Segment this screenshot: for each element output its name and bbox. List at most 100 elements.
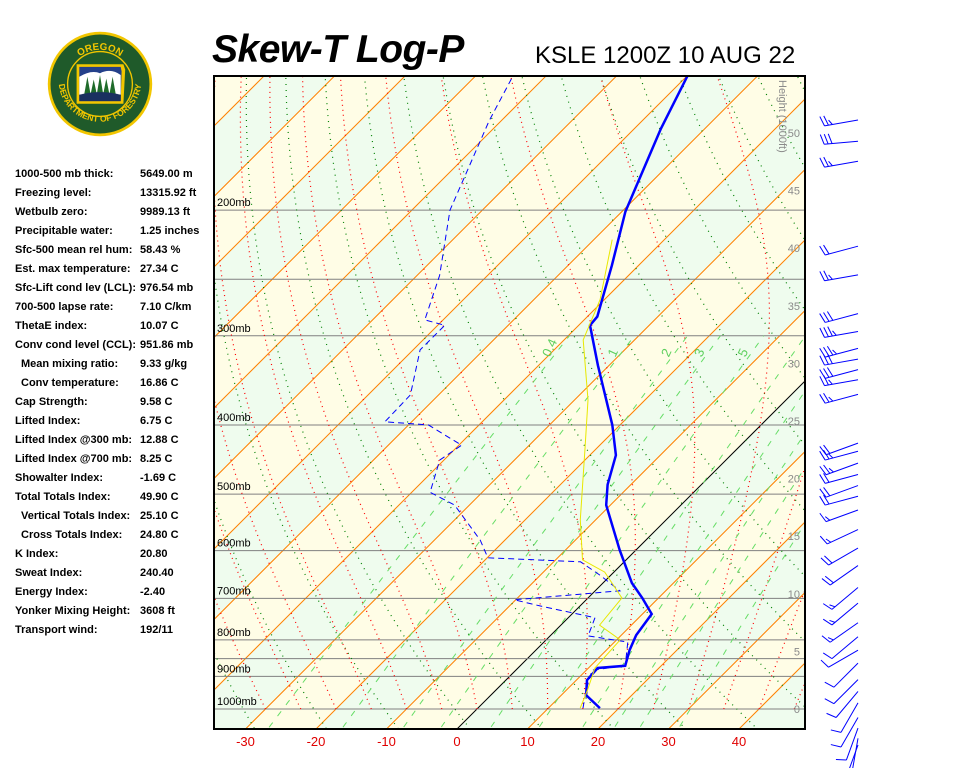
wind-barb-feather <box>823 115 829 126</box>
stat-value: 27.34 C <box>140 263 179 275</box>
oregon-department-of-forestry-logo: OREGON DEPARTMENT OF FORESTRY <box>47 31 153 137</box>
height-tick-label: 50 <box>788 128 800 140</box>
wind-barb-shaft <box>829 622 859 643</box>
wind-barb <box>819 354 859 366</box>
stat-label: Lifted Index @700 mb: <box>15 453 133 465</box>
height-tick-label: 25 <box>788 416 800 428</box>
wind-barb-feather <box>823 473 830 483</box>
stat-label: Sfc-Lift cond lev (LCL): <box>15 282 136 294</box>
wind-barb-shaft <box>824 379 859 387</box>
wind-barb <box>835 727 859 761</box>
pressure-label: 700mb <box>217 585 251 597</box>
stat-row: 700-500 lapse rate: 7.10 C/km <box>15 301 215 320</box>
wind-barb-feather <box>819 394 826 404</box>
temperature-tick-label: 30 <box>661 734 675 749</box>
wind-barb-shaft <box>833 679 859 705</box>
temperature-band <box>598 522 805 729</box>
wind-barb <box>819 156 859 168</box>
station-time-label: KSLE 1200Z 10 AUG 22 <box>535 42 796 69</box>
wind-barb <box>820 547 859 566</box>
dry-adiabat <box>403 76 759 729</box>
wind-barb-feather <box>828 119 833 125</box>
stat-label: Lifted Index @300 mb: <box>15 434 133 446</box>
stat-row: Est. max temperature: 27.34 C <box>15 263 215 282</box>
stat-label: Sfc-500 mean rel hum: <box>15 244 133 256</box>
stat-row: Total Totals Index: 49.90 C <box>15 491 215 510</box>
temperature-band <box>739 663 805 729</box>
wind-barb-feather <box>823 449 830 460</box>
wind-barb-feather <box>819 327 825 338</box>
wind-barb-feather <box>819 535 828 545</box>
stat-label: 1000-500 mb thick: <box>15 168 114 180</box>
stat-label: Yonker Mixing Height: <box>15 605 131 617</box>
wind-barb <box>830 702 859 733</box>
dry-adiabat <box>945 0 960 738</box>
mixing-ratio-line <box>489 335 765 729</box>
dry-adiabat <box>481 76 805 643</box>
stat-label: Cap Strength: <box>15 396 88 408</box>
wind-barb <box>819 393 859 404</box>
temperature-line <box>584 76 689 710</box>
wind-barb-feather <box>823 270 829 281</box>
mixing-ratio-line <box>341 335 635 729</box>
wind-barb-feather <box>826 345 834 356</box>
isotherm <box>597 521 805 729</box>
wind-barb-feather <box>828 379 833 385</box>
isotherm <box>871 0 960 738</box>
temperature-tick-label: 20 <box>591 734 605 749</box>
stat-label: Total Totals Index: <box>15 491 111 503</box>
wind-barb-feather <box>827 133 833 144</box>
stat-row: Lifted Index @700 mb: 8.25 C <box>15 453 215 472</box>
dry-adiabat <box>72 0 188 738</box>
wind-barb-shaft <box>835 691 859 718</box>
dry-adiabat <box>835 0 960 738</box>
isotherm <box>214 76 336 198</box>
stat-value: 951.86 mb <box>140 339 194 351</box>
wind-barb-feather <box>824 681 835 688</box>
wind-barb-feather <box>825 538 832 543</box>
stat-label: Transport wind: <box>15 624 98 636</box>
dry-adiabat <box>799 0 960 738</box>
temperature-tick-label: -30 <box>236 734 255 749</box>
height-tick-label: 45 <box>788 186 800 198</box>
stat-row: Sweat Index: 240.40 <box>15 567 215 586</box>
stat-label: Wetbulb zero: <box>15 206 88 218</box>
pressure-label: 900mb <box>217 663 251 675</box>
stat-value: 12.88 C <box>140 434 179 446</box>
wind-barb <box>824 662 859 688</box>
height-tick-label: 10 <box>788 589 800 601</box>
stat-value: 192/11 <box>140 624 174 636</box>
temperature-tick-label: -20 <box>307 734 326 749</box>
wind-barb-feather <box>829 604 836 608</box>
wind-barb-feather <box>827 637 834 641</box>
wind-barb-feather <box>830 744 842 748</box>
freezing-isotherm <box>456 380 805 729</box>
temperature-band <box>214 76 335 197</box>
isotherm <box>214 76 759 621</box>
wind-barb-feather <box>819 495 826 506</box>
isotherm <box>214 76 265 127</box>
stat-label: Conv cond level (CCL): <box>15 339 137 351</box>
wind-barb-feather <box>820 557 829 566</box>
moist-adiabat <box>301 76 478 710</box>
wind-barb-shaft <box>824 119 859 127</box>
pressure-label: 800mb <box>217 627 251 639</box>
wind-barb <box>819 326 859 338</box>
wind-barb-feather <box>821 635 831 643</box>
wind-barb-feather <box>819 355 825 366</box>
moist-adiabat <box>339 76 513 710</box>
wind-barb <box>819 345 859 358</box>
stat-value: 6.75 C <box>140 415 173 427</box>
wind-barb-shaft <box>831 602 859 626</box>
wind-barb <box>821 622 859 643</box>
wind-barb-feather <box>823 494 830 505</box>
stat-label: Cross Totals Index: <box>21 529 123 541</box>
wind-barb-feather <box>827 326 833 337</box>
mixing-ratio-line <box>612 432 805 729</box>
wind-barb <box>819 367 859 379</box>
wind-barb-shaft <box>825 509 859 523</box>
wind-barb-shaft <box>831 636 859 660</box>
temperature-band <box>214 76 805 690</box>
wind-barb-shaft <box>824 160 859 168</box>
wind-barb <box>819 473 859 484</box>
